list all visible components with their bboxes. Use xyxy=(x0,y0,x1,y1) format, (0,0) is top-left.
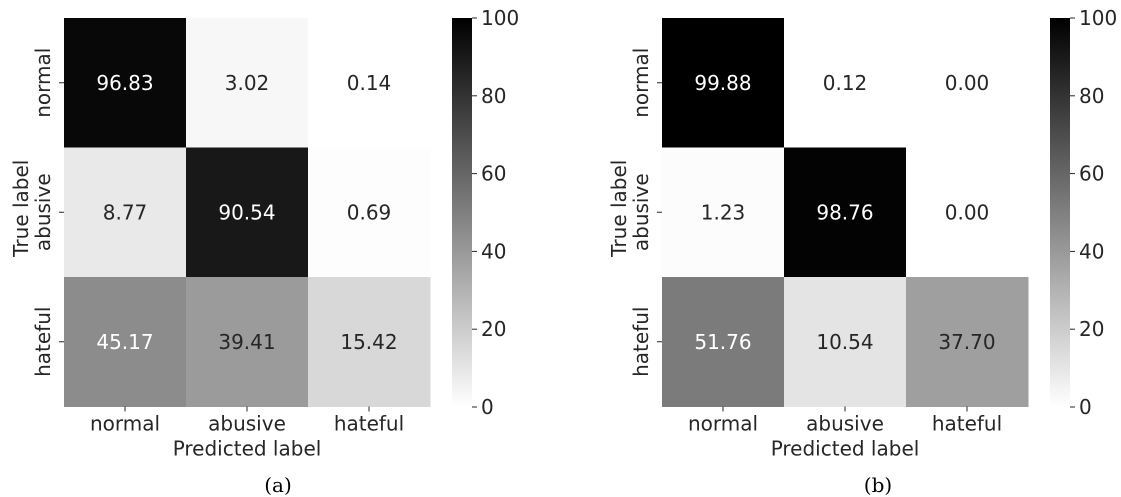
heatmap-cell xyxy=(308,18,431,148)
panel-caption: (a) xyxy=(264,473,292,497)
heatmap-cell xyxy=(784,277,907,407)
heatmap-cell xyxy=(784,18,907,148)
y-tick-label: abusive xyxy=(629,173,653,251)
heatmap-cell xyxy=(186,147,309,278)
heatmap-cell xyxy=(662,147,785,278)
y-axis-label: True label xyxy=(9,160,33,258)
x-tick-label: normal xyxy=(688,412,758,436)
y-axis-label: True label xyxy=(607,160,631,258)
colorbar-tick-label: 60 xyxy=(481,162,506,186)
cell-value-label: 45.17 xyxy=(96,330,153,354)
colorbar-tick-label: 40 xyxy=(1079,239,1104,263)
cell-value-label: 98.76 xyxy=(816,200,873,224)
heatmap-cell xyxy=(308,147,431,278)
heatmap-cell xyxy=(308,277,431,407)
heatmap-cell xyxy=(186,277,309,407)
x-axis-label: Predicted label xyxy=(173,437,322,461)
heatmap-cell xyxy=(64,18,187,148)
heatmap-cell xyxy=(64,277,187,407)
x-tick-label: normal xyxy=(90,412,160,436)
colorbar xyxy=(1050,18,1070,407)
cell-value-label: 8.77 xyxy=(103,200,148,224)
colorbar-tick-label: 20 xyxy=(1079,317,1104,341)
heatmap-cell xyxy=(906,277,1029,407)
cell-value-label: 0.12 xyxy=(823,71,868,95)
colorbar-tick-label: 0 xyxy=(481,395,494,419)
x-tick-label: hateful xyxy=(334,412,404,436)
heatmap-panel-a: 96.83 3.02 0.14 8.77 90.54 0.69 45.17 39.41 15.4… xyxy=(9,6,519,497)
panel-caption: (b) xyxy=(864,473,892,497)
y-tick-label: hateful xyxy=(31,307,55,377)
cell-value-label: 0.14 xyxy=(347,71,392,95)
cell-value-label: 99.88 xyxy=(694,71,751,95)
heatmap-cell xyxy=(64,147,187,278)
cell-value-label: 1.23 xyxy=(701,200,746,224)
heatmap-cell xyxy=(662,18,785,148)
cell-value-label: 0.00 xyxy=(945,200,990,224)
heatmap-cell xyxy=(906,147,1029,278)
colorbar-tick-label: 100 xyxy=(481,6,519,30)
y-tick-label: abusive xyxy=(31,173,55,251)
x-tick-label: abusive xyxy=(806,412,884,436)
colorbar-tick-label: 80 xyxy=(481,84,506,108)
cell-value-label: 10.54 xyxy=(816,330,873,354)
colorbar-tick-label: 100 xyxy=(1079,6,1117,30)
cell-value-label: 0.00 xyxy=(945,71,990,95)
y-tick-label: hateful xyxy=(629,307,653,377)
cell-value-label: 3.02 xyxy=(225,71,270,95)
colorbar-tick-label: 20 xyxy=(481,317,506,341)
x-tick-label: abusive xyxy=(208,412,286,436)
y-tick-label: normal xyxy=(31,48,55,118)
cell-value-label: 15.42 xyxy=(340,330,397,354)
heatmap-cell xyxy=(784,147,907,278)
colorbar-tick-label: 80 xyxy=(1079,84,1104,108)
x-tick-label: hateful xyxy=(932,412,1002,436)
heatmap-cell xyxy=(186,18,309,148)
x-axis-label: Predicted label xyxy=(771,437,920,461)
heatmap-cell xyxy=(662,277,785,407)
cell-value-label: 51.76 xyxy=(694,330,751,354)
heatmap-cell xyxy=(906,18,1029,148)
colorbar-tick-label: 60 xyxy=(1079,162,1104,186)
colorbar xyxy=(452,18,472,407)
heatmap-panel-b: 99.88 0.12 0.00 1.23 98.76 0.00 51.76 10.54 37.7… xyxy=(607,6,1117,497)
colorbar-tick-label: 40 xyxy=(481,239,506,263)
colorbar-tick-label: 0 xyxy=(1079,395,1092,419)
y-tick-label: normal xyxy=(629,48,653,118)
cell-value-label: 96.83 xyxy=(96,71,153,95)
cell-value-label: 90.54 xyxy=(218,200,275,224)
cell-value-label: 37.70 xyxy=(938,330,995,354)
cell-value-label: 0.69 xyxy=(347,200,392,224)
cell-value-label: 39.41 xyxy=(218,330,275,354)
